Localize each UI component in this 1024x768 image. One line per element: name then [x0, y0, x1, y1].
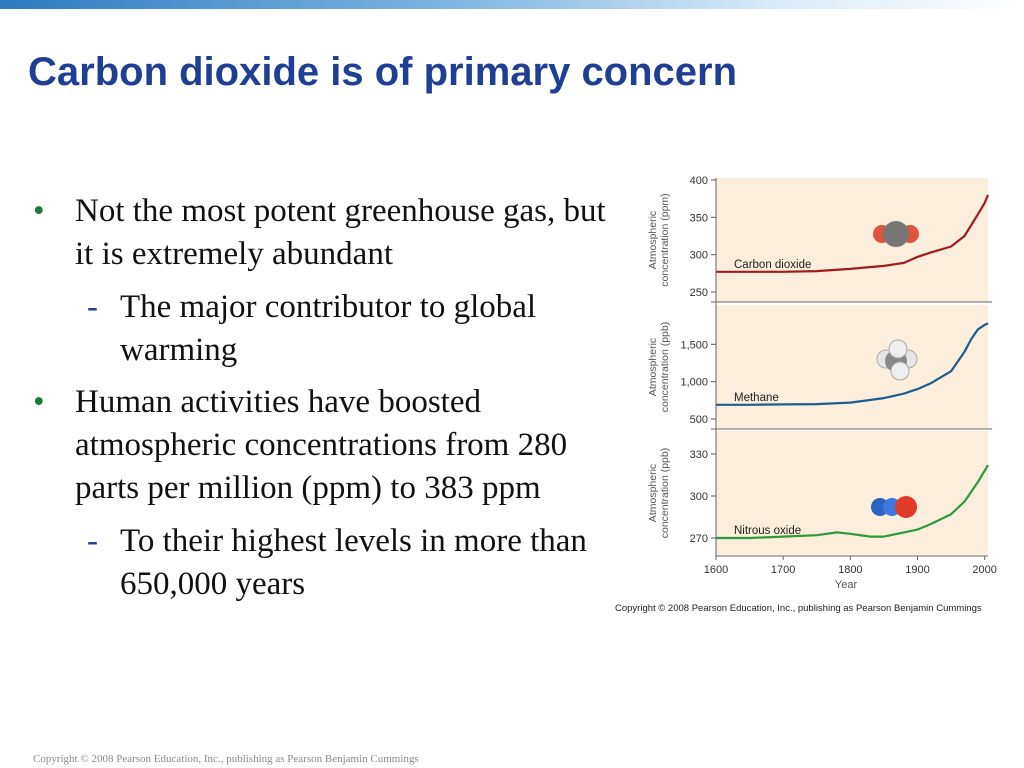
x-tick-label: 2000: [972, 564, 996, 576]
top-accent-bar: [0, 0, 1024, 9]
sub-bullet-list: The major contributor to global warming: [75, 286, 612, 372]
series-label: Methane: [734, 392, 779, 404]
series-line-nitrous-oxide: [716, 464, 989, 540]
hydrogen-atom-icon: [888, 339, 908, 359]
slide-footer: Copyright © 2008 Pearson Education, Inc.…: [33, 753, 419, 765]
oxygen-atom-icon: [895, 496, 917, 518]
x-tick-label: 1900: [905, 564, 929, 576]
x-axis-label: Year: [835, 579, 858, 591]
panel-background: [716, 305, 988, 429]
bullet-item: Not the most potent greenhouse gas, but …: [0, 190, 612, 372]
y-tick-label: 350: [690, 212, 708, 224]
panel-background: [716, 178, 988, 302]
y-tick-label: 300: [690, 491, 708, 503]
y-tick-label: 500: [690, 414, 708, 426]
y-tick-label: 400: [690, 175, 708, 187]
concentration-chart: 250 300 350 400 Atmospheric concentration (pp…: [620, 168, 1020, 613]
y-tick-label: 270: [690, 533, 708, 545]
slide-title: Carbon dioxide is of primary concern: [28, 50, 738, 94]
series-label: Nitrous oxide: [734, 525, 801, 537]
y-axis-label: Atmospheric: [647, 338, 659, 396]
hydrogen-atom-icon: [890, 361, 910, 381]
figure-copyright: Copyright © 2008 Pearson Education, Inc.…: [615, 603, 982, 614]
x-tick-label: 1800: [838, 564, 862, 576]
sub-bullet-item: To their highest levels in more than 650…: [75, 520, 612, 606]
bullet-item: Human activities have boosted atmospheri…: [0, 381, 612, 606]
bullet-list: Not the most potent greenhouse gas, but …: [0, 190, 612, 615]
y-axis-label: concentration (ppb): [659, 448, 671, 538]
y-axis-label: concentration (ppb): [659, 322, 671, 412]
sub-bullet-item: The major contributor to global warming: [75, 286, 612, 372]
y-tick-label: 330: [690, 449, 708, 461]
x-tick-label: 1700: [771, 564, 795, 576]
y-axis-label: Atmospheric: [647, 464, 659, 522]
x-tick-label: 1600: [704, 564, 728, 576]
bullet-text: Not the most potent greenhouse gas, but …: [75, 193, 606, 272]
series-label: Carbon dioxide: [734, 259, 811, 271]
y-tick-label: 250: [690, 287, 708, 299]
series-line-carbon-dioxide: [716, 194, 990, 273]
sub-bullet-list: To their highest levels in more than 650…: [75, 520, 612, 606]
y-axis-label: Atmospheric: [647, 211, 659, 269]
carbon-atom-icon: [883, 221, 909, 247]
bullet-text: Human activities have boosted atmospheri…: [75, 384, 568, 506]
series-line-methane: [716, 322, 989, 406]
y-tick-label: 300: [690, 250, 708, 262]
y-tick-label: 1,000: [680, 377, 708, 389]
y-axis-label: concentration (ppm): [659, 193, 671, 286]
y-tick-label: 1,500: [680, 339, 708, 351]
